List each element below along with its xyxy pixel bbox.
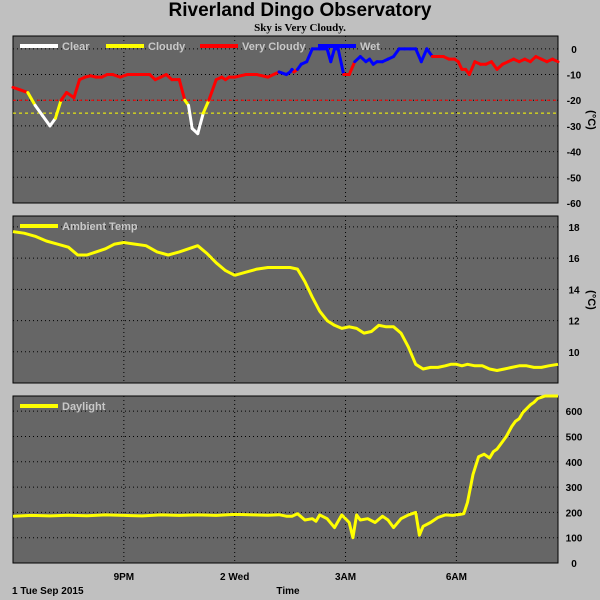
y-tick-label: 0 — [571, 45, 577, 56]
y-tick-label: 18 — [568, 223, 580, 234]
y-tick-label: 100 — [566, 534, 583, 545]
sky-temp-segment — [336, 47, 346, 77]
page-title: Riverland Dingo Observatory — [168, 0, 432, 21]
sky-temp-segment — [48, 116, 57, 128]
y-tick-label: 600 — [566, 407, 583, 418]
y-tick-label: 500 — [566, 432, 583, 443]
y-tick-label: 200 — [566, 508, 583, 519]
sky-temp-segment — [53, 98, 63, 120]
y-tick-label: 12 — [568, 317, 580, 328]
y-tick-label: -40 — [567, 148, 582, 159]
y-tick-label: -10 — [567, 71, 582, 82]
sky-status-subtitle: Sky is Very Cloudy. — [254, 22, 346, 34]
legend-label: Ambient Temp — [62, 221, 138, 233]
legend-label: Clear — [62, 41, 90, 53]
sky-temp-segment — [33, 103, 45, 118]
y-tick-label: -60 — [567, 199, 582, 210]
sky-temp-segment — [425, 47, 434, 59]
daylight-panel-background — [12, 395, 559, 564]
sky-temp-segment — [72, 78, 82, 100]
sky-temp-segment — [550, 57, 560, 64]
ambient-panel-background — [12, 215, 559, 384]
sky-temp-segment — [489, 60, 499, 71]
sky-temp-segment — [414, 47, 423, 64]
sky-temp-segment — [255, 73, 270, 79]
sky-temp-segment — [392, 47, 401, 59]
y-tick-label: -30 — [567, 122, 582, 133]
x-tick-label: 6AM — [446, 572, 467, 583]
legend-label: Cloudy — [148, 41, 186, 53]
sky-temp-segment — [196, 111, 205, 136]
ambient-unit-label: (°C) — [585, 290, 597, 310]
y-tick-label: 10 — [568, 348, 580, 359]
sky-temp-segment — [41, 114, 52, 128]
sky-temp-segment — [187, 103, 194, 130]
sky-temp-segment — [177, 78, 187, 102]
start-date-label: 1 Tue Sep 2015 — [12, 586, 84, 597]
y-tick-label: 14 — [568, 285, 580, 296]
sky-temp-segment — [26, 91, 37, 107]
x-tick-label: 2 Wed — [220, 572, 249, 583]
x-tick-label: 9PM — [114, 572, 135, 583]
sky-temp-segment — [233, 73, 248, 79]
sky-temp-segment — [201, 98, 211, 115]
sky-temp-segment — [467, 60, 477, 77]
y-tick-label: 0 — [571, 559, 577, 570]
x-tick-label: 3AM — [335, 572, 356, 583]
sky-temp-segment — [305, 47, 314, 64]
y-tick-label: -20 — [567, 96, 582, 107]
sky-temp-segment — [59, 91, 69, 102]
legend-label: Very Cloudy — [242, 41, 306, 53]
y-tick-label: -50 — [567, 173, 582, 184]
sky-temp-segment — [329, 47, 336, 64]
ambient-series-line — [12, 230, 559, 372]
daylight-series-line — [12, 394, 558, 540]
y-tick-label: 16 — [568, 254, 580, 265]
y-tick-label: 400 — [566, 458, 583, 469]
sky-panel-background — [12, 35, 559, 204]
legend-label: Daylight — [62, 401, 106, 413]
y-tick-label: 300 — [566, 483, 583, 494]
sky-temperature-panel: 0 -10 -20 -30 -40 -50 -60 Clear Cloudy Very Clou… — [11, 35, 597, 210]
legend-label: Wet — [360, 41, 380, 53]
daylight-panel: 600 500 400 300 200 100 0 Daylight — [12, 394, 583, 570]
sky-temp-segment — [266, 70, 281, 79]
sky-temp-segment — [419, 47, 429, 64]
sky-temp-segment — [347, 60, 357, 77]
sky-unit-label: (°C) — [585, 110, 597, 130]
sky-temp-segment — [207, 78, 218, 102]
ambient-temperature-panel: 18 16 14 12 10 Ambient Temp (°C) — [12, 215, 597, 384]
x-axis-title: Time — [276, 586, 300, 597]
